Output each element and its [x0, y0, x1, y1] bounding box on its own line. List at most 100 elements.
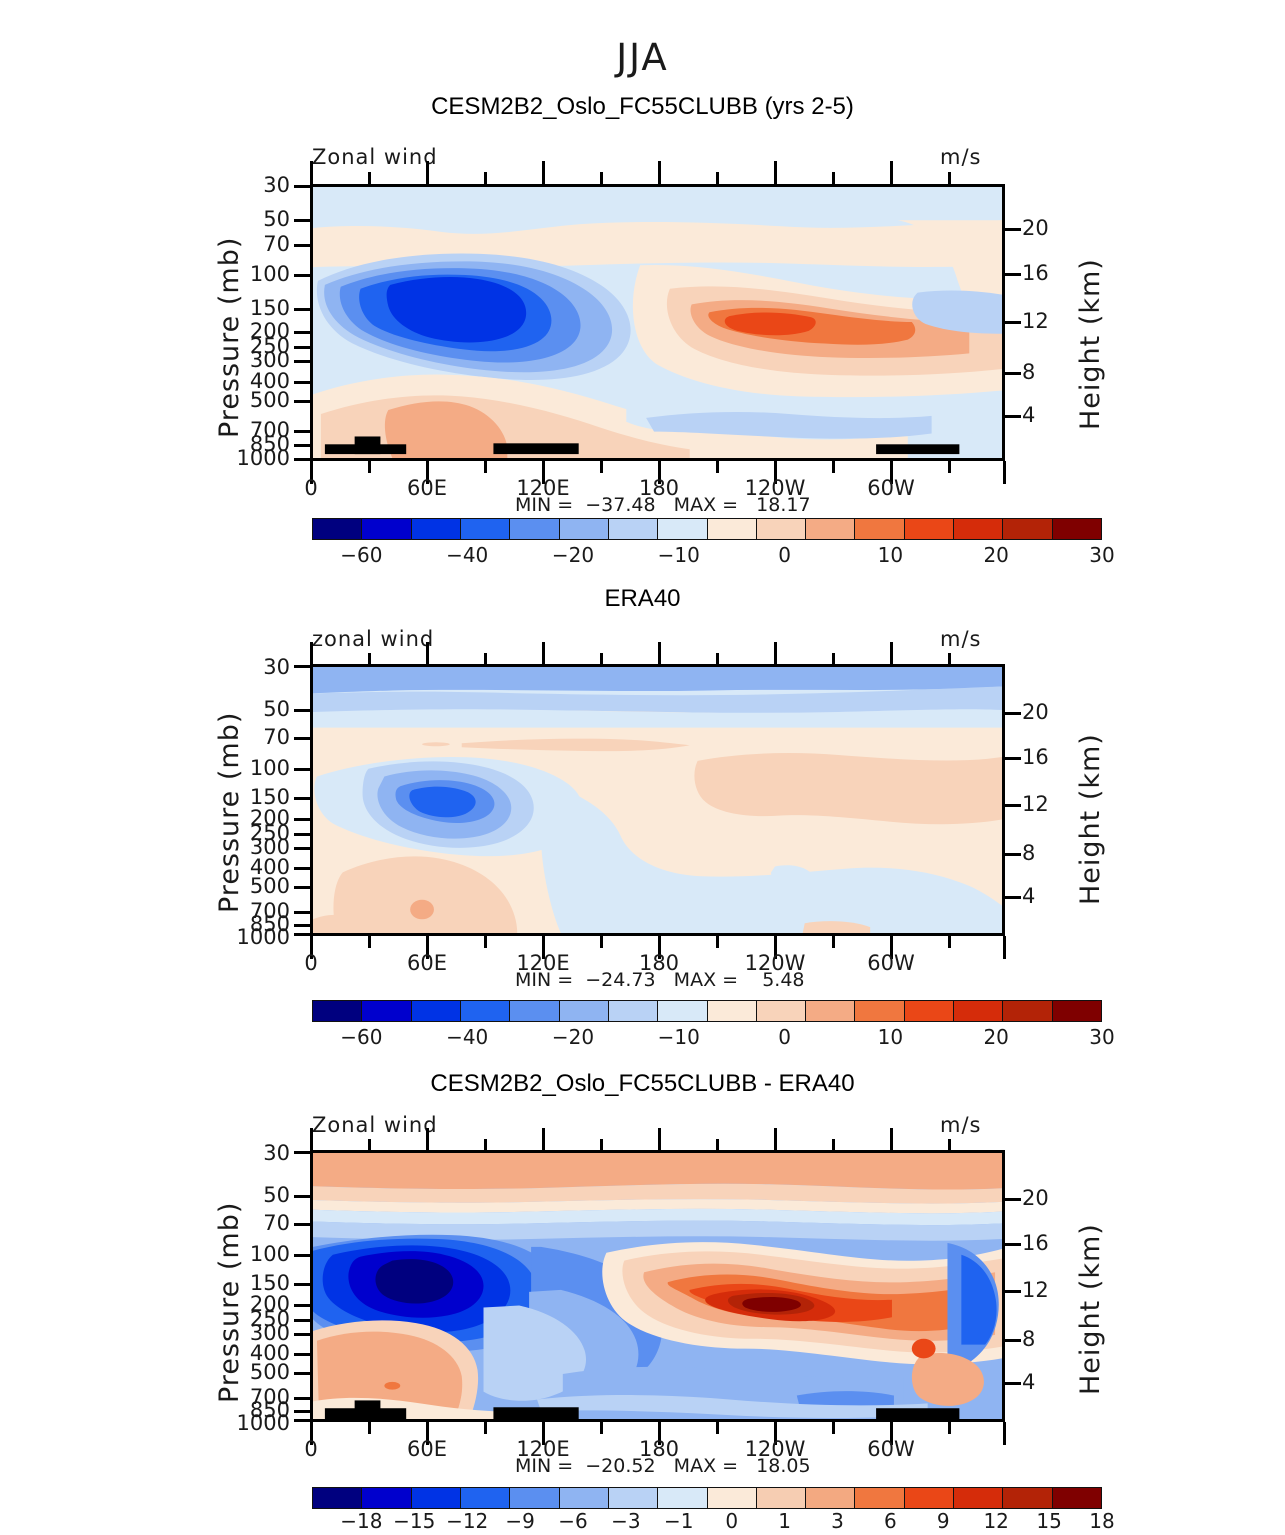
y2-axis-title-diff: Height (km)	[1075, 1223, 1106, 1395]
colorbar-tick-label: −40	[446, 1025, 489, 1049]
colorbar-tick-label: −9	[505, 1509, 535, 1533]
colorbar-segment	[460, 519, 511, 539]
colorbar-segment	[904, 1001, 955, 1021]
colorbar-segment	[806, 1488, 856, 1508]
colorbar-tick-label: −20	[551, 1025, 595, 1049]
colorbar-segment	[559, 1001, 609, 1021]
colorbar-segment	[806, 1001, 856, 1021]
minmax-model: MIN = −37.48 MAX = 18.17	[515, 494, 811, 516]
colorbar-tick-label: 3	[831, 1509, 844, 1533]
colorbar-tick-label: 15	[1036, 1509, 1062, 1533]
colorbar-segment	[510, 519, 560, 539]
plot-area-obs[interactable]	[310, 664, 1005, 936]
contour-field-obs	[313, 667, 1002, 933]
plot-area-diff[interactable]	[310, 1150, 1005, 1422]
colorbar-tick-label: 0	[778, 543, 791, 567]
var-label-obs: zonal wind	[312, 627, 435, 651]
colorbar-segment	[411, 519, 461, 539]
colorbar-segment	[954, 519, 1004, 539]
colorbar-segment	[510, 1488, 560, 1508]
colorbar-segment	[1052, 1001, 1101, 1021]
colorbar-labels-diff: −18 −15 −12 −9 −6 −3 −1 0 1 3 6 9 12 15 18	[312, 1509, 1114, 1535]
colorbar-tick-label: 12	[983, 1509, 1009, 1533]
colorbar-tick-label: −12	[446, 1509, 489, 1533]
colorbar-tick-label: −1	[664, 1509, 694, 1533]
colorbar-segment	[510, 1001, 560, 1021]
colorbar-segment	[559, 519, 609, 539]
colorbar-segment	[1003, 1001, 1053, 1021]
plot-area-model[interactable]	[310, 184, 1005, 461]
colorbar-tick-label: 0	[725, 1509, 739, 1533]
colorbar-segment	[559, 1488, 609, 1508]
units-label-model: m/s	[940, 145, 982, 169]
colorbar-tick-label: −60	[340, 543, 383, 567]
colorbar-labels-model: −60 −40 −20 −10 0 10 20 30	[312, 543, 1114, 569]
panel-title-model: CESM2B2_Oslo_FC55CLUBB (yrs 2-5)	[431, 93, 854, 120]
colorbar-segment	[460, 1488, 511, 1508]
colorbar-tick-label: 20	[983, 1025, 1009, 1049]
colorbar-tick-label: −20	[551, 543, 595, 567]
units-label-diff: m/s	[940, 1113, 982, 1137]
colorbar-model[interactable]	[312, 518, 1102, 540]
y2-axis-title-model: Height (km)	[1075, 258, 1106, 430]
panel-title-diff: CESM2B2_Oslo_FC55CLUBB - ERA40	[430, 1070, 855, 1097]
contour-field-diff	[313, 1153, 1002, 1419]
colorbar-tick-label: 0	[778, 1025, 791, 1049]
colorbar-segment	[608, 1488, 659, 1508]
minmax-obs: MIN = −24.73 MAX = 5.48	[515, 969, 805, 991]
panel-title-obs: ERA40	[604, 585, 681, 612]
colorbar-segment	[1003, 519, 1053, 539]
colorbar-tick-label: 30	[1089, 543, 1115, 567]
colorbar-segment	[756, 1001, 807, 1021]
colorbar-tick-label: 18	[1089, 1509, 1115, 1533]
colorbar-tick-label: 30	[1089, 1025, 1115, 1049]
colorbar-segment	[707, 519, 757, 539]
minmax-diff: MIN = −20.52 MAX = 18.05	[515, 1455, 811, 1477]
colorbar-segment	[707, 1488, 757, 1508]
colorbar-segment	[904, 519, 955, 539]
colorbar-segment	[954, 1488, 1004, 1508]
colorbar-segment	[411, 1488, 461, 1508]
colorbar-segment	[756, 519, 807, 539]
colorbar-tick-label: −40	[446, 543, 489, 567]
colorbar-tick-label: −10	[657, 1025, 700, 1049]
colorbar-segment	[460, 1001, 511, 1021]
colorbar-segment	[855, 1001, 905, 1021]
colorbar-segment	[855, 519, 905, 539]
colorbar-tick-label: −18	[340, 1509, 383, 1533]
colorbar-segment	[362, 1488, 412, 1508]
colorbar-segment	[362, 519, 412, 539]
var-label-model: Zonal wind	[312, 145, 438, 169]
colorbar-tick-label: 9	[936, 1509, 950, 1533]
contour-field-model	[313, 187, 1002, 458]
colorbar-tick-label: 6	[884, 1509, 897, 1533]
super-title: JJA	[616, 36, 669, 79]
colorbar-segment	[608, 519, 659, 539]
colorbar-segment	[313, 1001, 363, 1021]
colorbar-segment	[707, 1001, 757, 1021]
colorbar-tick-label: 1	[778, 1509, 791, 1533]
colorbar-segment	[362, 1001, 412, 1021]
colorbar-tick-label: −60	[340, 1025, 383, 1049]
colorbar-segment	[1003, 1488, 1053, 1508]
colorbar-diff[interactable]	[312, 1487, 1102, 1509]
colorbar-tick-label: 10	[877, 1025, 904, 1049]
colorbar-segment	[608, 1001, 659, 1021]
colorbar-tick-label: −3	[611, 1509, 641, 1533]
colorbar-segment	[1052, 1488, 1101, 1508]
colorbar-segment	[756, 1488, 807, 1508]
colorbar-tick-label: 10	[877, 543, 904, 567]
colorbar-obs[interactable]	[312, 1000, 1102, 1022]
colorbar-segment	[1052, 519, 1101, 539]
colorbar-labels-obs: −60 −40 −20 −10 0 10 20 30	[312, 1025, 1114, 1051]
var-label-diff: Zonal wind	[312, 1113, 438, 1137]
colorbar-segment	[411, 1001, 461, 1021]
colorbar-segment	[954, 1001, 1004, 1021]
units-label-obs: m/s	[940, 627, 982, 651]
colorbar-tick-label: −15	[393, 1509, 436, 1533]
colorbar-segment	[855, 1488, 905, 1508]
colorbar-tick-label: −10	[657, 543, 700, 567]
colorbar-tick-label: −6	[558, 1509, 588, 1533]
colorbar-segment	[806, 519, 856, 539]
colorbar-segment	[658, 1001, 708, 1021]
